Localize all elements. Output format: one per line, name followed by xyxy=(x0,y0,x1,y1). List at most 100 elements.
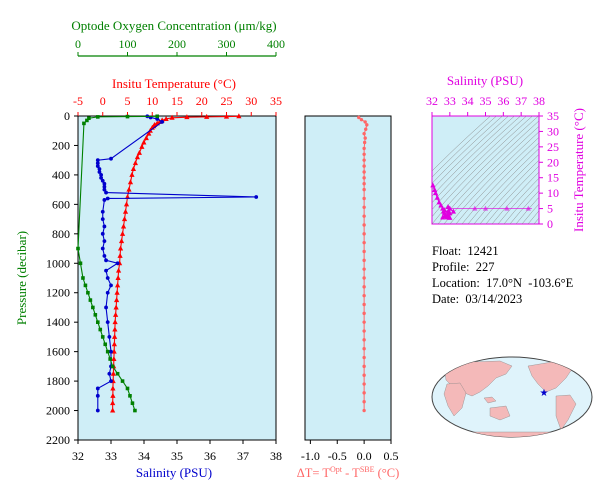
map-land-islands xyxy=(483,396,497,404)
float-value: 12421 xyxy=(467,244,499,258)
ts-density-contour xyxy=(432,116,491,172)
oxygen-point xyxy=(155,114,159,119)
temperature-point xyxy=(143,135,149,141)
ts-point xyxy=(432,190,439,196)
temperature-point xyxy=(115,275,121,280)
delta-t-point xyxy=(365,123,369,127)
oxygen-point xyxy=(88,298,93,302)
delta-t-point xyxy=(362,293,366,298)
pressure-axis-ticks: 0 200 400 600 800 1000 1200 1400 1600 1800 2000 220… xyxy=(46,109,78,447)
salinity-point xyxy=(102,187,107,192)
temperature-tick-label: 0 xyxy=(100,94,106,108)
delta-t-tick-label: 0.0 xyxy=(357,449,372,463)
oxygen-point xyxy=(125,386,130,391)
pressure-tick-label: 1000 xyxy=(46,256,70,270)
temperature-point xyxy=(114,297,120,303)
temperature-point xyxy=(123,201,130,207)
salinity-point xyxy=(109,379,113,383)
oxygen-tick-label: 300 xyxy=(218,37,236,51)
temperature-point xyxy=(117,245,124,251)
delta-t-point xyxy=(362,240,366,245)
temperature-point xyxy=(113,304,119,310)
oxygen-tick-label: 400 xyxy=(267,37,285,51)
pressure-tick-label: 2000 xyxy=(46,404,70,418)
oxygen-tick-label: 0 xyxy=(75,37,81,51)
salinity-point xyxy=(100,231,105,236)
world-map: ★ xyxy=(431,356,593,438)
delta-t-axis-title-unit: (°C) xyxy=(374,466,399,480)
delta-t-axis-ticks: -1.0 -0.5 0.0 0.5 xyxy=(301,440,399,463)
salinity-tick-label: 32 xyxy=(72,449,84,463)
salinity-point xyxy=(104,190,108,195)
info-location: Location: 17.0°N -103.6°E xyxy=(432,276,573,291)
ts-outlier-point xyxy=(525,205,531,211)
delta-t-point xyxy=(363,120,367,124)
salinity-point xyxy=(100,209,105,214)
oxygen-point xyxy=(76,246,80,251)
info-float: Float: 12421 xyxy=(432,244,499,259)
oxygen-point xyxy=(98,327,103,332)
oxygen-point xyxy=(85,118,89,123)
salinity-point xyxy=(99,175,103,180)
ts-density-contour xyxy=(491,171,539,224)
ts-density-contour xyxy=(432,116,503,184)
oxygen-point xyxy=(130,401,135,405)
delta-t-point xyxy=(362,214,366,218)
temperature-point xyxy=(204,113,210,119)
map-land-africa xyxy=(443,382,467,417)
delta-t-point xyxy=(362,320,366,324)
temperature-tick-label: 30 xyxy=(245,94,257,108)
delta-t-tick-label: -0.5 xyxy=(328,449,347,463)
ts-density-contour xyxy=(432,116,533,218)
ts-xtick-label: 36 xyxy=(497,94,509,108)
salinity-axis-title: Salinity (PSU) xyxy=(136,465,212,480)
ts-outlier-point xyxy=(472,205,478,211)
ts-density-contour xyxy=(509,190,539,224)
ts-density-contour xyxy=(473,153,539,224)
delta-t-point xyxy=(362,373,366,377)
ts-density-contours xyxy=(432,116,539,224)
ts-ytick-label: 20 xyxy=(547,155,559,169)
ts-point xyxy=(436,199,442,205)
temperature-point xyxy=(111,348,117,354)
ts-point xyxy=(441,207,448,213)
temperature-point xyxy=(110,400,116,406)
ts-density-contour xyxy=(455,136,539,224)
salinity-point xyxy=(104,268,108,273)
delta-t-point xyxy=(362,196,366,201)
delta-t-point xyxy=(362,176,366,180)
profile-panel: Optode Oxygen Concentration (μm/kg) 0 100… xyxy=(14,18,285,480)
temperature-axis-ticks: -5 0 5 10 15 20 25 30 35 xyxy=(73,94,282,116)
temperature-point xyxy=(132,160,139,166)
delta-t-point xyxy=(362,140,367,145)
oxygen-axis-ticks: 0 100 200 300 400 xyxy=(75,37,285,56)
delta-t-point xyxy=(363,136,367,140)
salinity-point xyxy=(102,184,107,189)
delta-t-point xyxy=(362,346,366,351)
profile-series xyxy=(76,113,259,413)
delta-t-point xyxy=(362,391,366,395)
ts-density-contour xyxy=(515,196,539,224)
map-land-south-america xyxy=(555,394,577,431)
salinity-point xyxy=(100,178,105,183)
salinity-point xyxy=(99,173,103,177)
pressure-tick-label: 400 xyxy=(52,168,70,182)
ts-yaxis-title: Insitu Temperature (°C) xyxy=(571,108,586,232)
delta-t-axis-title: ΔT= TOpt - TSBE (°C) xyxy=(297,465,400,480)
salinity-point xyxy=(107,371,112,376)
info-profile: Profile: 227 xyxy=(432,260,495,275)
salinity-point xyxy=(100,246,105,251)
salinity-point xyxy=(105,276,110,280)
temperature-point xyxy=(139,143,145,149)
temperature-point xyxy=(223,113,230,119)
salinity-tick-label: 37 xyxy=(237,449,249,463)
delta-t-point xyxy=(362,146,366,151)
temperature-tick-label: 25 xyxy=(221,94,233,108)
pressure-tick-label: 800 xyxy=(52,227,70,241)
oxygen-point xyxy=(81,276,85,280)
salinity-tick-label: 35 xyxy=(171,449,183,463)
salinity-point xyxy=(102,254,107,258)
salinity-point xyxy=(95,164,100,168)
salinity-point xyxy=(109,156,113,161)
